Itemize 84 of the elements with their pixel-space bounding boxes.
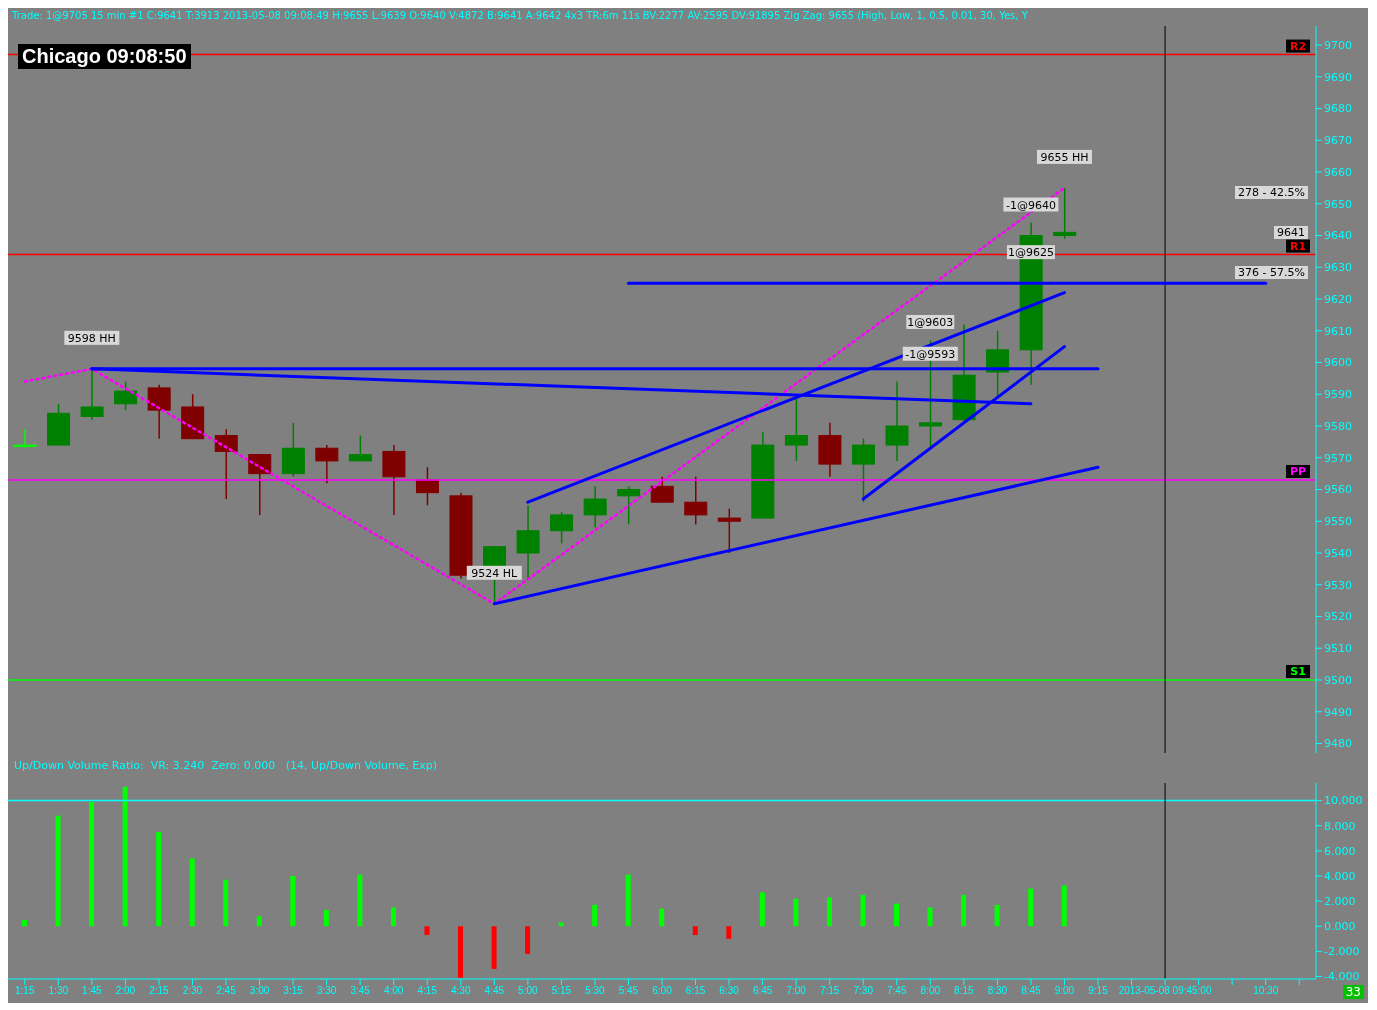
y-tick-label: 9500 <box>1324 673 1352 687</box>
x-tick-label: 7:45 <box>887 985 907 997</box>
y-tick-label: 9620 <box>1324 292 1352 306</box>
y-tick-label: 9690 <box>1324 70 1352 84</box>
y-tick-label: -2.000 <box>1324 945 1360 959</box>
y-tick-label: 9590 <box>1324 388 1352 402</box>
x-tick-label: 3:00 <box>249 985 270 997</box>
y-tick-label: 9680 <box>1324 102 1352 116</box>
y-tick-label: 0.000 <box>1324 920 1356 934</box>
y-tick-label: 10.000 <box>1324 794 1363 808</box>
annotation: 278 - 42.5% <box>1235 186 1308 199</box>
text: 33 <box>1342 985 1364 999</box>
y-tick-label: 9670 <box>1324 134 1352 148</box>
annotation: 9655 HH <box>1040 150 1089 164</box>
y-tick-label: 9510 <box>1324 642 1352 656</box>
x-tick-label: 5:15 <box>551 985 572 997</box>
y-tick-label: 9610 <box>1324 324 1352 338</box>
x-tick-label: 3:15 <box>283 985 304 997</box>
x-tick-label: 3:45 <box>350 985 371 997</box>
chart-subtitle: Trade: 1@9705 15 min #1 C:9641 T:3913 2013-05-08 09:08:49 H:9655 L:9639 O:9640 V:4872 B:9641 A:9642 4x3 TR:6m 11s BV:2277 AV:2595 DV:91895 Zig Zag: 9655 (High, Low, 1, 0.5, 0.01, 30, Yes, Y <box>12 10 1028 21</box>
x-tick-label: 8:30 <box>987 985 1008 997</box>
x-tick-label: 8:45 <box>1021 985 1042 997</box>
annotation: -1@9593 <box>905 347 956 361</box>
x-tick-label: 6:15 <box>685 985 706 997</box>
x-tick-label: 4:45 <box>484 985 505 997</box>
ref-line-label: S1 <box>1290 664 1306 678</box>
y-tick-label: 9570 <box>1324 451 1352 465</box>
y-tick-label: 2.000 <box>1324 895 1356 909</box>
y-tick-label: 9490 <box>1324 705 1352 719</box>
x-tick-label: 2:00 <box>115 985 136 997</box>
y-tick-label: 6.000 <box>1324 844 1356 858</box>
y-tick-label: 9640 <box>1324 229 1352 243</box>
x-tick-label: 4:00 <box>383 985 404 997</box>
x-tick-label: 8:00 <box>920 985 941 997</box>
annotation: 9524 HL <box>471 566 519 580</box>
x-tick-label: 7:15 <box>819 985 840 997</box>
x-tick-label: 6:00 <box>652 985 673 997</box>
x-tick-label: 9:00 <box>1054 985 1075 997</box>
x-tick-label: 5:45 <box>618 985 639 997</box>
ref-line-label: PP <box>1289 464 1307 478</box>
chart-title: Up/Down Volume Ratio: VR: 3.240 Zero: 0.000 (14, Up/Down Volume, Exp) <box>14 759 438 772</box>
y-tick-label: 9480 <box>1324 737 1352 751</box>
x-tick-label: 2:30 <box>182 985 203 997</box>
y-tick-label: 9660 <box>1324 165 1352 179</box>
x-tick-label: 10:30 <box>1253 985 1279 997</box>
x-tick-label: 1:45 <box>82 985 103 997</box>
x-tick-label: 2:45 <box>216 985 237 997</box>
y-tick-label: -4.000 <box>1324 970 1360 984</box>
annotation: 9598 HH <box>67 331 116 345</box>
x-tick-label: 7:00 <box>786 985 807 997</box>
y-tick-label: 9600 <box>1324 356 1352 370</box>
y-tick-label: 9540 <box>1324 546 1352 560</box>
annotation: 1@9603 <box>907 315 954 329</box>
ref-line-label: R1 <box>1289 239 1307 253</box>
annotation: 376 - 57.5% <box>1235 266 1308 279</box>
y-tick-label: 9520 <box>1324 610 1352 624</box>
x-tick-label: 7:30 <box>853 985 874 997</box>
x-tick-label: 2:15 <box>149 985 170 997</box>
text: Chicago 09:08:50 <box>18 44 191 69</box>
x-tick-label: 2013-05-08 09:45:00 <box>1118 985 1212 997</box>
ref-line-label: R2 <box>1289 39 1307 53</box>
x-tick-label: 1:15 <box>15 985 35 997</box>
x-tick-label: 9:15 <box>1088 985 1109 997</box>
annotation: -1@9640 <box>1005 198 1056 212</box>
x-tick-label: 5:00 <box>518 985 539 997</box>
y-tick-label: 9580 <box>1324 419 1352 433</box>
x-tick-label: 4:30 <box>451 985 471 997</box>
x-tick-label: 4:15 <box>417 985 438 997</box>
annotation: 9641 <box>1274 226 1308 239</box>
x-tick-label: 6:45 <box>752 985 773 997</box>
y-tick-label: 9650 <box>1324 197 1352 211</box>
x-tick-label: 8:15 <box>954 985 975 997</box>
y-tick-label: 9560 <box>1324 483 1352 497</box>
y-tick-label: 9550 <box>1324 515 1352 529</box>
y-tick-label: 9630 <box>1324 261 1352 275</box>
y-tick-label: 9700 <box>1324 38 1352 52</box>
y-tick-label: 9530 <box>1324 578 1352 592</box>
x-tick-label: 3:30 <box>316 985 337 997</box>
y-tick-label: 4.000 <box>1324 869 1356 883</box>
annotation: 1@9625 <box>1007 246 1054 260</box>
x-tick-label: 6:30 <box>719 985 740 997</box>
x-tick-label: 1:30 <box>48 985 69 997</box>
y-tick-label: 8.000 <box>1324 819 1356 833</box>
x-tick-label: 5:30 <box>585 985 606 997</box>
